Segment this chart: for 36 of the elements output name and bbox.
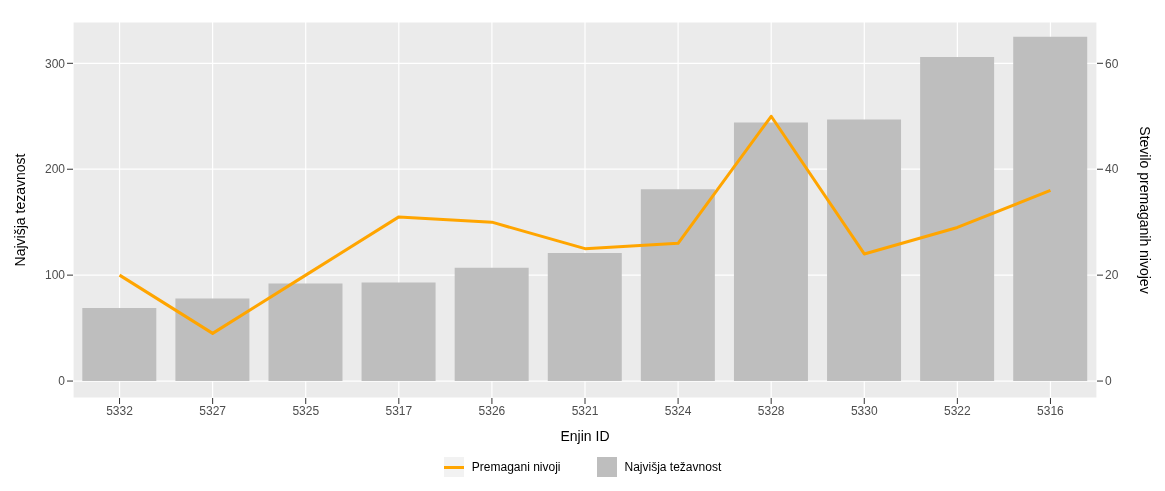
bar <box>640 189 715 382</box>
bar <box>920 56 995 382</box>
y-axis-title: Najvišja tezavnost <box>11 153 28 267</box>
x-tick-label: 5326 <box>478 403 506 418</box>
x-tick-label: 5316 <box>1037 403 1065 418</box>
line-series <box>118 114 1052 335</box>
bar <box>361 282 436 382</box>
legend-label: Najvišja težavnost <box>624 460 722 474</box>
x-tick-label: 5327 <box>199 403 227 418</box>
y2-tick-label: 0 <box>1105 374 1112 389</box>
x-tick-label: 5330 <box>850 403 878 418</box>
bar <box>733 122 808 382</box>
x-axis-title: Enjin ID <box>560 428 610 444</box>
legend-label: Premagani nivoji <box>471 460 561 474</box>
bar <box>175 298 250 382</box>
y2-tick-label: 20 <box>1105 268 1119 283</box>
x-tick-label: 5332 <box>106 403 134 418</box>
y-tick-label: 200 <box>44 162 66 177</box>
y2-tick-label: 60 <box>1105 56 1119 71</box>
x-tick-label: 5328 <box>757 403 785 418</box>
y-tick-label: 100 <box>44 268 66 283</box>
y2-tick-label: 40 <box>1105 162 1119 177</box>
y2-axis-title: Stevilo premaganih nivojev <box>1137 126 1154 294</box>
bar <box>268 283 343 382</box>
bar <box>1013 36 1088 382</box>
bar <box>547 252 622 382</box>
y-tick-label: 0 <box>58 374 66 389</box>
y-tick-label: 300 <box>44 56 66 71</box>
bar <box>82 307 157 382</box>
x-tick-label: 5324 <box>664 403 692 418</box>
bar <box>454 267 529 382</box>
x-tick-label: 5322 <box>944 403 972 418</box>
bar <box>827 119 902 382</box>
x-tick-label: 5325 <box>292 403 320 418</box>
x-tick-label: 5321 <box>571 403 599 418</box>
x-tick-label: 5317 <box>385 403 413 418</box>
